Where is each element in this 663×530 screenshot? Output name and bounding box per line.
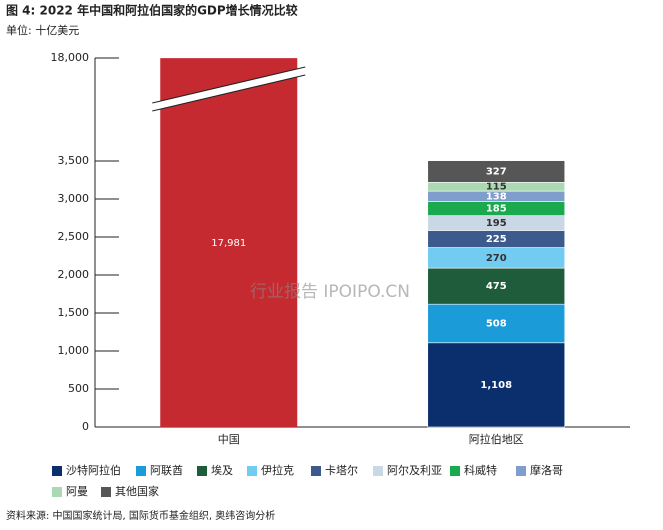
- value-label: 1,108: [480, 380, 512, 391]
- value-label: 508: [486, 318, 507, 329]
- legend-swatch: [197, 466, 207, 476]
- legend-label: 卡塔尔: [325, 464, 358, 477]
- bar-segment: [427, 342, 566, 428]
- chart-title: 图 4: 2022 年中国和阿拉伯国家的GDP增长情况比较: [6, 3, 298, 18]
- x-tick-label: 中国: [218, 433, 240, 446]
- bar-segment: [427, 303, 566, 344]
- legend-swatch: [450, 466, 460, 476]
- watermark: 并购家: [283, 229, 397, 273]
- legend-swatch: [52, 466, 62, 476]
- legend-swatch: [311, 466, 321, 476]
- bar: [160, 58, 298, 428]
- value-label: 270: [486, 253, 507, 264]
- watermark: 行业报告 IPOIPO.CN: [250, 282, 410, 302]
- source: 资料来源: 中国国家统计局, 国际货币基金组织, 奥纬咨询分析: [6, 509, 275, 522]
- legend-label: 沙特阿拉伯: [66, 463, 121, 477]
- value-label: 17,981: [211, 238, 246, 249]
- legend-label: 摩洛哥: [530, 463, 563, 477]
- legend-label: 其他国家: [115, 484, 159, 498]
- bar-segment: [427, 267, 566, 305]
- break-line: [152, 74, 306, 112]
- value-label: 475: [486, 281, 507, 292]
- legend-swatch: [373, 466, 383, 476]
- value-label: 185: [486, 204, 507, 215]
- bar-segment: [427, 160, 566, 183]
- legend-swatch: [516, 466, 526, 476]
- y-tick-label: 0: [82, 420, 89, 433]
- legend-swatch: [52, 487, 62, 497]
- y-tick-label: 500: [68, 382, 89, 395]
- y-tick-label: 2,500: [58, 230, 90, 243]
- chart-subtitle: 单位: 十亿美元: [6, 23, 79, 37]
- legend-swatch: [247, 466, 257, 476]
- axis-break: [152, 67, 306, 111]
- x-tick-label: 阿拉伯地区: [469, 432, 524, 446]
- y-tick-label: 18,000: [51, 51, 90, 64]
- y-tick-label: 2,000: [58, 268, 90, 281]
- legend-label: 阿曼: [66, 485, 88, 498]
- legend-label: 伊拉克: [261, 463, 294, 477]
- legend-swatch: [101, 487, 111, 497]
- value-label: 115: [486, 182, 507, 193]
- value-label: 195: [486, 218, 507, 229]
- value-label: 225: [486, 234, 507, 245]
- legend-label: 埃及: [211, 463, 233, 477]
- break-line: [152, 66, 306, 104]
- legend-swatch: [136, 466, 146, 476]
- y-tick-label: 3,500: [58, 154, 90, 167]
- y-tick-label: 3,000: [58, 192, 90, 205]
- value-label: 138: [486, 191, 507, 202]
- value-label: 327: [486, 167, 507, 178]
- y-tick-label: 1,500: [58, 306, 90, 319]
- legend-label: 阿联酋: [150, 463, 183, 477]
- y-tick-label: 1,000: [58, 344, 90, 357]
- legend-label: 阿尔及利亚: [387, 464, 442, 477]
- legend-label: 科威特: [464, 463, 497, 477]
